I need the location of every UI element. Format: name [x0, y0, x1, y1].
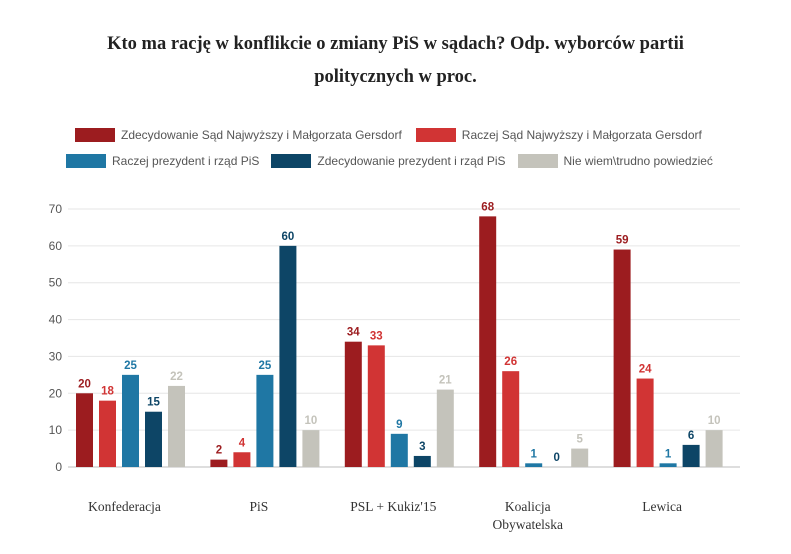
legend-row-2: Raczej prezydent i rząd PiS Zdecydowanie…	[66, 154, 725, 168]
data-label: 5	[576, 434, 583, 446]
bar	[390, 433, 408, 467]
data-label: 6	[688, 430, 694, 442]
legend-label-series-3: Raczej prezydent i rząd PiS	[112, 154, 260, 168]
data-label: 9	[396, 419, 402, 431]
bar	[168, 385, 185, 467]
data-label: 34	[347, 327, 360, 339]
bar	[76, 393, 93, 467]
bar	[659, 463, 677, 467]
bar	[613, 249, 631, 467]
data-label: 3	[419, 441, 425, 453]
data-label: 18	[101, 386, 114, 398]
x-tick-label: Obywatelska	[492, 517, 562, 532]
legend-item-series-2[interactable]: Raczej Sąd Najwyższy i Małgorzata Gersdo…	[415, 128, 702, 142]
data-label: 1	[665, 448, 672, 460]
x-tick-label: Lewica	[642, 499, 682, 514]
y-tick-label: 40	[49, 313, 63, 327]
bar	[210, 459, 228, 467]
bar	[436, 389, 454, 467]
data-label: 10	[305, 415, 318, 427]
data-label: 25	[124, 360, 137, 372]
data-label: 2	[216, 445, 222, 457]
data-label: 59	[616, 235, 629, 247]
data-label: 1	[530, 448, 537, 460]
legend-swatch-series-5	[517, 154, 558, 168]
y-tick-label: 10	[49, 423, 63, 437]
legend-item-series-3[interactable]: Raczej prezydent i rząd PiS	[66, 154, 259, 168]
y-tick-label: 20	[49, 386, 63, 400]
bar	[256, 374, 274, 467]
legend-label-series-2: Raczej Sąd Najwyższy i Małgorzata Gersdo…	[461, 128, 702, 142]
bar	[571, 448, 589, 467]
bar	[502, 371, 520, 467]
data-label: 26	[504, 356, 517, 368]
legend-swatch-series-2	[415, 128, 456, 142]
bar	[122, 374, 139, 467]
bar	[233, 452, 251, 467]
bar	[145, 411, 162, 467]
y-tick-label: 60	[49, 239, 63, 253]
legend-item-series-4[interactable]: Zdecydowanie prezydent i rząd PiS	[271, 154, 506, 168]
data-label: 22	[170, 371, 183, 383]
legend-label-series-1: Zdecydowanie Sąd Najwyższy i Małgorzata …	[121, 128, 402, 142]
bar	[302, 430, 320, 467]
y-tick-label: 70	[49, 202, 63, 216]
legend-swatch-series-4	[271, 154, 312, 168]
data-label: 20	[78, 378, 91, 390]
x-tick-label: PiS	[250, 499, 269, 514]
bar	[413, 455, 431, 467]
chart-title: Kto ma rację w konflikcie o zmiany PiS w…	[107, 34, 684, 87]
legend-swatch-series-3	[66, 154, 106, 168]
legend-label-series-4: Zdecydowanie prezydent i rząd PiS	[317, 154, 506, 168]
y-tick-label: 30	[49, 349, 63, 363]
bar	[279, 245, 297, 467]
data-label: 10	[708, 415, 721, 427]
bar	[367, 345, 385, 467]
bar	[344, 341, 362, 467]
y-tick-label: 0	[55, 460, 62, 474]
legend-item-series-5[interactable]: Nie wiem\trudno powiedzieć	[517, 154, 713, 168]
data-label: 4	[239, 437, 246, 449]
legend-row-1: Zdecydowanie Sąd Najwyższy i Małgorzata …	[75, 128, 714, 142]
x-tick-label: Konfederacja	[88, 499, 161, 514]
data-label: 68	[481, 201, 494, 213]
legend-swatch-series-1	[75, 128, 115, 142]
data-label: 21	[439, 375, 452, 387]
data-label: 15	[147, 397, 160, 409]
data-label: 25	[259, 360, 272, 372]
data-label: 24	[639, 364, 652, 376]
x-tick-label: Koalicja	[505, 499, 551, 514]
bar	[705, 430, 723, 467]
bar	[99, 400, 116, 467]
bar	[525, 463, 543, 467]
data-label: 33	[370, 330, 383, 342]
bar	[636, 378, 654, 467]
bar	[682, 444, 700, 467]
data-label: 60	[282, 231, 295, 243]
bar	[479, 216, 497, 467]
legend-label-series-5: Nie wiem\trudno powiedzieć	[563, 154, 713, 168]
data-label: 0	[553, 452, 559, 464]
y-tick-label: 50	[49, 276, 63, 290]
legend-item-series-1[interactable]: Zdecydowanie Sąd Najwyższy i Małgorzata …	[75, 128, 402, 142]
x-tick-label: PSL + Kukiz'15	[350, 499, 436, 514]
